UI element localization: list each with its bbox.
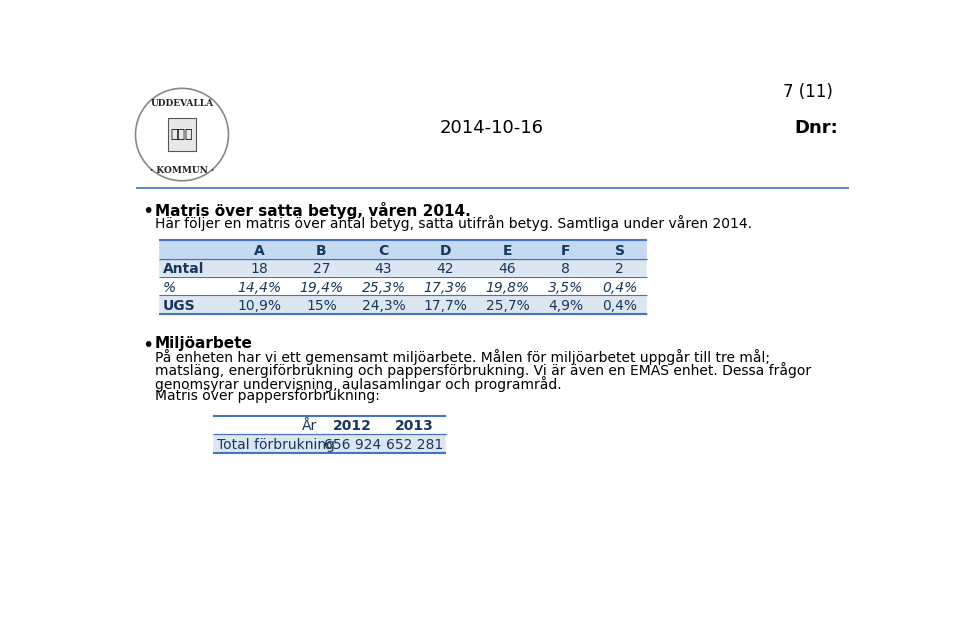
- Bar: [158, 296, 647, 314]
- Text: 19,8%: 19,8%: [486, 281, 530, 295]
- Text: UGS: UGS: [162, 300, 195, 314]
- Text: 2014-10-16: 2014-10-16: [440, 119, 544, 137]
- Text: Antal: Antal: [162, 262, 204, 276]
- Text: E: E: [503, 244, 513, 258]
- Bar: [213, 434, 445, 452]
- Text: 2: 2: [615, 262, 624, 276]
- Text: 43: 43: [374, 262, 393, 276]
- Text: Matris över satta betyg, våren 2014.: Matris över satta betyg, våren 2014.: [155, 202, 470, 218]
- Text: 17,7%: 17,7%: [423, 300, 468, 314]
- Text: 46: 46: [498, 262, 516, 276]
- Text: 14,4%: 14,4%: [237, 281, 281, 295]
- Text: 3,5%: 3,5%: [548, 281, 584, 295]
- Text: C: C: [378, 244, 389, 258]
- Text: D: D: [440, 244, 451, 258]
- Text: 24,3%: 24,3%: [362, 300, 405, 314]
- Text: Här följer en matris över antal betyg, satta utifrån betyg. Samtliga under våren: Här följer en matris över antal betyg, s…: [155, 216, 752, 231]
- Text: F: F: [561, 244, 570, 258]
- Text: Miljöarbete: Miljöarbete: [155, 335, 252, 351]
- Text: 18: 18: [251, 262, 269, 276]
- Bar: [158, 259, 647, 277]
- Text: 17,3%: 17,3%: [423, 281, 468, 295]
- Text: UDDEVALLA: UDDEVALLA: [151, 99, 213, 108]
- Text: År: År: [302, 419, 318, 433]
- Text: genomsyrar undervisning, aulasamlingar och programråd.: genomsyrar undervisning, aulasamlingar o…: [155, 376, 562, 392]
- Text: 7 (11): 7 (11): [783, 83, 833, 101]
- Text: 0,4%: 0,4%: [602, 300, 637, 314]
- Text: · KOMMUN ·: · KOMMUN ·: [150, 166, 214, 175]
- Text: 10,9%: 10,9%: [237, 300, 281, 314]
- Text: Matris över pappersförbrukning:: Matris över pappersförbrukning:: [155, 388, 380, 403]
- Text: Total förbrukning: Total förbrukning: [217, 438, 335, 452]
- Text: 🌲🌲🌲: 🌲🌲🌲: [171, 128, 193, 141]
- Bar: [213, 415, 445, 434]
- Text: 652 281: 652 281: [386, 438, 444, 452]
- Text: A: A: [254, 244, 265, 258]
- Text: •: •: [142, 335, 153, 355]
- Text: 2013: 2013: [396, 419, 434, 433]
- Text: 42: 42: [437, 262, 454, 276]
- Text: 27: 27: [313, 262, 330, 276]
- Bar: [158, 277, 647, 296]
- Text: 25,7%: 25,7%: [486, 300, 529, 314]
- Text: matsläng, energiförbrukning och pappersförbrukning. Vi är även en EMAS enhet. De: matsläng, energiförbrukning och pappersf…: [155, 362, 811, 378]
- Text: S: S: [614, 244, 625, 258]
- Text: 0,4%: 0,4%: [602, 281, 637, 295]
- Bar: [168, 118, 196, 152]
- Text: •: •: [142, 202, 153, 221]
- Text: B: B: [316, 244, 326, 258]
- Text: Dnr:: Dnr:: [794, 119, 838, 137]
- Text: 25,3%: 25,3%: [361, 281, 405, 295]
- Text: 8: 8: [562, 262, 570, 276]
- Text: 656 924: 656 924: [324, 438, 381, 452]
- Bar: [158, 240, 647, 259]
- Text: 4,9%: 4,9%: [548, 300, 583, 314]
- Text: 2012: 2012: [333, 419, 372, 433]
- Text: 19,4%: 19,4%: [300, 281, 344, 295]
- Text: %: %: [162, 281, 176, 295]
- Text: 15%: 15%: [306, 300, 337, 314]
- Text: På enheten har vi ett gemensamt miljöarbete. Målen för miljöarbetet uppgår till : På enheten har vi ett gemensamt miljöarb…: [155, 349, 770, 365]
